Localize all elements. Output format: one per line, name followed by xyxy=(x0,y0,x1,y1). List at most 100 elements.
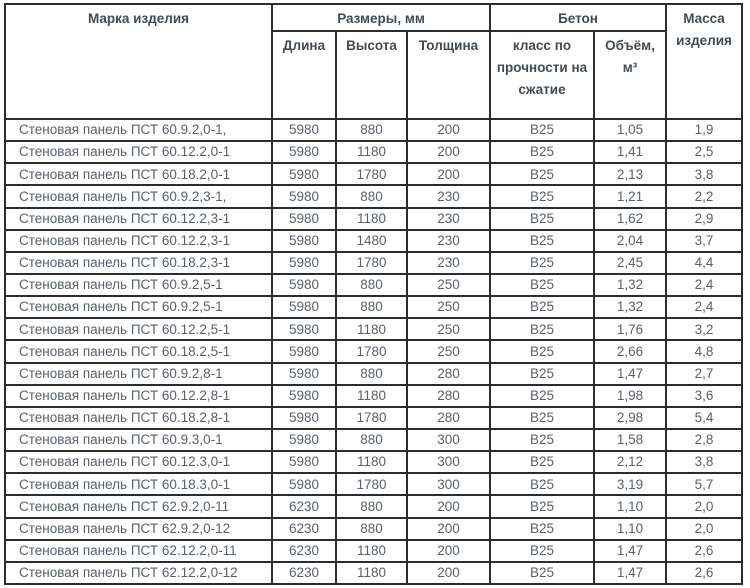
table-row: Стеновая панель ПСТ 60.12.3,0-1 5980 1180 3… xyxy=(4,450,744,475)
cell-strength-class: В25 xyxy=(489,450,596,475)
cell-mass: 3,8 xyxy=(665,162,744,187)
cell-length: 5980 xyxy=(271,250,337,275)
cell-strength-class: В25 xyxy=(489,317,596,342)
cell-length: 6230 xyxy=(271,560,337,586)
table-row: Стеновая панель ПСТ 62.12.2,0-11 6230 1180… xyxy=(4,538,744,563)
cell-length: 5980 xyxy=(271,450,337,475)
cell-height: 1780 xyxy=(335,162,408,187)
cell-product-mark: Стеновая панель ПСТ 60.18.2,3-1 xyxy=(4,250,273,275)
cell-thickness: 200 xyxy=(405,538,492,563)
cell-strength-class: В25 xyxy=(489,560,596,586)
cell-length: 5980 xyxy=(271,472,337,497)
header-volume: Объём, м³ xyxy=(593,30,668,120)
cell-volume: 1,21 xyxy=(593,184,668,209)
table-row: Стеновая панель ПСТ 60.12.2,5-1 5980 1180 2… xyxy=(4,317,744,342)
cell-strength-class: В25 xyxy=(489,184,596,209)
cell-thickness: 200 xyxy=(405,494,492,519)
table-row: Стеновая панель ПСТ 62.9.2,0-12 6230 880 20… xyxy=(4,516,744,541)
cell-volume: 1,47 xyxy=(593,361,668,386)
table-row: Стеновая панель ПСТ 60.18.3,0-1 5980 1780 3… xyxy=(4,472,744,497)
cell-thickness: 200 xyxy=(405,140,492,165)
cell-thickness: 250 xyxy=(405,339,492,364)
cell-product-mark: Стеновая панель ПСТ 60.12.2,3-1 xyxy=(4,206,273,231)
cell-thickness: 300 xyxy=(405,450,492,475)
cell-mass: 2,4 xyxy=(665,295,744,320)
table-row: Стеновая панель ПСТ 60.9.2,8-1 5980 880 280… xyxy=(4,361,744,386)
table-row: Стеновая панель ПСТ 62.9.2,0-11 6230 880 20… xyxy=(4,494,744,519)
cell-volume: 3,19 xyxy=(593,472,668,497)
cell-height: 1180 xyxy=(335,538,408,563)
cell-volume: 1,58 xyxy=(593,427,668,453)
cell-height: 880 xyxy=(335,295,408,320)
table-row: Стеновая панель ПСТ 60.18.2,0-1 5980 1780 2… xyxy=(4,162,744,187)
cell-product-mark: Стеновая панель ПСТ 62.12.2,0-11 xyxy=(4,538,273,563)
cell-thickness: 200 xyxy=(405,162,492,187)
cell-strength-class: В25 xyxy=(489,405,596,430)
cell-thickness: 300 xyxy=(405,472,492,497)
header-thickness: Толщина xyxy=(405,30,492,120)
cell-length: 5980 xyxy=(271,295,337,320)
cell-length: 5980 xyxy=(271,339,337,364)
cell-length: 5980 xyxy=(271,184,337,209)
header-product-mark: Марка изделия xyxy=(4,3,273,120)
cell-strength-class: В25 xyxy=(489,538,596,563)
cell-strength-class: В25 xyxy=(489,206,596,231)
cell-mass: 2,6 xyxy=(665,538,744,563)
cell-thickness: 280 xyxy=(405,383,492,408)
cell-mass: 2,7 xyxy=(665,361,744,386)
cell-thickness: 250 xyxy=(405,317,492,342)
header-mass: Масса изделия xyxy=(665,3,744,120)
cell-strength-class: В25 xyxy=(489,361,596,386)
cell-length: 5980 xyxy=(271,117,337,143)
cell-strength-class: В25 xyxy=(489,117,596,143)
cell-height: 880 xyxy=(335,184,408,209)
cell-length: 6230 xyxy=(271,538,337,563)
cell-thickness: 230 xyxy=(405,250,492,275)
cell-product-mark: Стеновая панель ПСТ 60.12.2,8-1 xyxy=(4,383,273,408)
cell-volume: 2,45 xyxy=(593,250,668,275)
cell-product-mark: Стеновая панель ПСТ 60.12.2,5-1 xyxy=(4,317,273,342)
header-length: Длина xyxy=(271,30,337,120)
header-strength-class: класс по прочности на сжатие xyxy=(489,30,596,120)
table-row: Стеновая панель ПСТ 60.9.2,0-1, 5980 880 20… xyxy=(4,117,744,143)
table-row: Стеновая панель ПСТ 60.9.3,0-1 5980 880 300… xyxy=(4,427,744,453)
cell-product-mark: Стеновая панель ПСТ 62.9.2,0-12 xyxy=(4,516,273,541)
cell-strength-class: В25 xyxy=(489,295,596,320)
cell-volume: 1,62 xyxy=(593,206,668,231)
cell-thickness: 200 xyxy=(405,117,492,143)
cell-product-mark: Стеновая панель ПСТ 60.12.3,0-1 xyxy=(4,450,273,475)
cell-thickness: 250 xyxy=(405,272,492,298)
cell-mass: 4,4 xyxy=(665,250,744,275)
table-row: Стеновая панель ПСТ 60.9.2,5-1 5980 880 250… xyxy=(4,272,744,298)
cell-length: 5980 xyxy=(271,427,337,453)
cell-product-mark: Стеновая панель ПСТ 60.9.2,5-1 xyxy=(4,272,273,298)
cell-thickness: 280 xyxy=(405,405,492,430)
cell-volume: 2,98 xyxy=(593,405,668,430)
cell-volume: 1,76 xyxy=(593,317,668,342)
cell-strength-class: В25 xyxy=(489,162,596,187)
cell-strength-class: В25 xyxy=(489,494,596,519)
cell-height: 1180 xyxy=(335,140,408,165)
cell-product-mark: Стеновая панель ПСТ 60.12.2,3-1 xyxy=(4,228,273,253)
cell-mass: 2,2 xyxy=(665,184,744,209)
cell-strength-class: В25 xyxy=(489,383,596,408)
cell-height: 1180 xyxy=(335,450,408,475)
header-row-subcolumns: Длина Высота Толщина класс по прочности … xyxy=(5,30,742,120)
cell-thickness: 200 xyxy=(405,516,492,541)
cell-strength-class: В25 xyxy=(489,516,596,541)
cell-mass: 2,0 xyxy=(665,516,744,541)
table-row: Стеновая панель ПСТ 60.18.2,5-1 5980 1780 2… xyxy=(4,339,744,364)
cell-height: 1780 xyxy=(335,250,408,275)
cell-mass: 3,7 xyxy=(665,228,744,253)
cell-height: 1180 xyxy=(335,383,408,408)
cell-length: 6230 xyxy=(271,494,337,519)
cell-length: 5980 xyxy=(271,206,337,231)
cell-strength-class: В25 xyxy=(489,272,596,298)
cell-thickness: 230 xyxy=(405,184,492,209)
cell-product-mark: Стеновая панель ПСТ 62.9.2,0-11 xyxy=(4,494,273,519)
cell-strength-class: В25 xyxy=(489,250,596,275)
header-row-groups: Марка изделия Размеры, мм Бетон Масса из… xyxy=(4,3,744,120)
cell-strength-class: В25 xyxy=(489,427,596,453)
cell-height: 880 xyxy=(335,516,408,541)
cell-length: 5980 xyxy=(271,162,337,187)
